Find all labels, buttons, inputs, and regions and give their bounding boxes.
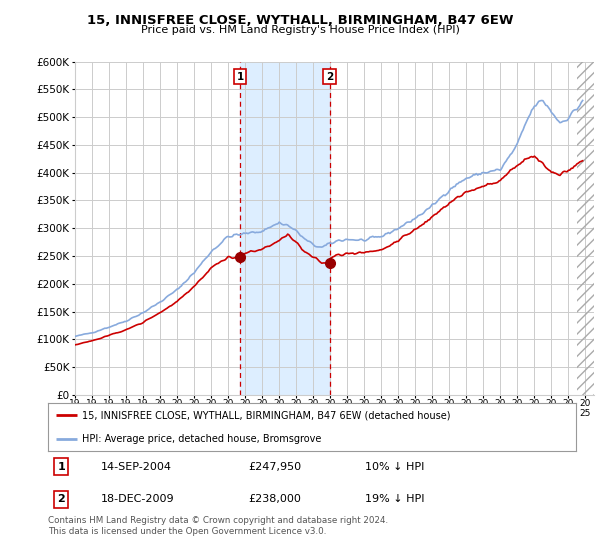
Text: Price paid vs. HM Land Registry's House Price Index (HPI): Price paid vs. HM Land Registry's House …: [140, 25, 460, 35]
Text: HPI: Average price, detached house, Bromsgrove: HPI: Average price, detached house, Brom…: [82, 434, 322, 444]
Text: 15, INNISFREE CLOSE, WYTHALL, BIRMINGHAM, B47 6EW: 15, INNISFREE CLOSE, WYTHALL, BIRMINGHAM…: [87, 14, 513, 27]
Text: £238,000: £238,000: [248, 494, 302, 505]
Text: Contains HM Land Registry data © Crown copyright and database right 2024.
This d: Contains HM Land Registry data © Crown c…: [48, 516, 388, 536]
Text: 14-SEP-2004: 14-SEP-2004: [101, 461, 172, 472]
Bar: [577, 62, 594, 395]
Text: 1: 1: [236, 72, 244, 82]
Text: 18-DEC-2009: 18-DEC-2009: [101, 494, 175, 505]
Text: 15, INNISFREE CLOSE, WYTHALL, BIRMINGHAM, B47 6EW (detached house): 15, INNISFREE CLOSE, WYTHALL, BIRMINGHAM…: [82, 410, 451, 420]
Text: 19% ↓ HPI: 19% ↓ HPI: [365, 494, 424, 505]
Bar: [577, 62, 594, 395]
Text: 2: 2: [58, 494, 65, 505]
Text: 2: 2: [326, 72, 333, 82]
Bar: [240, 62, 329, 395]
Text: £247,950: £247,950: [248, 461, 302, 472]
Text: 1: 1: [58, 461, 65, 472]
Text: 10% ↓ HPI: 10% ↓ HPI: [365, 461, 424, 472]
